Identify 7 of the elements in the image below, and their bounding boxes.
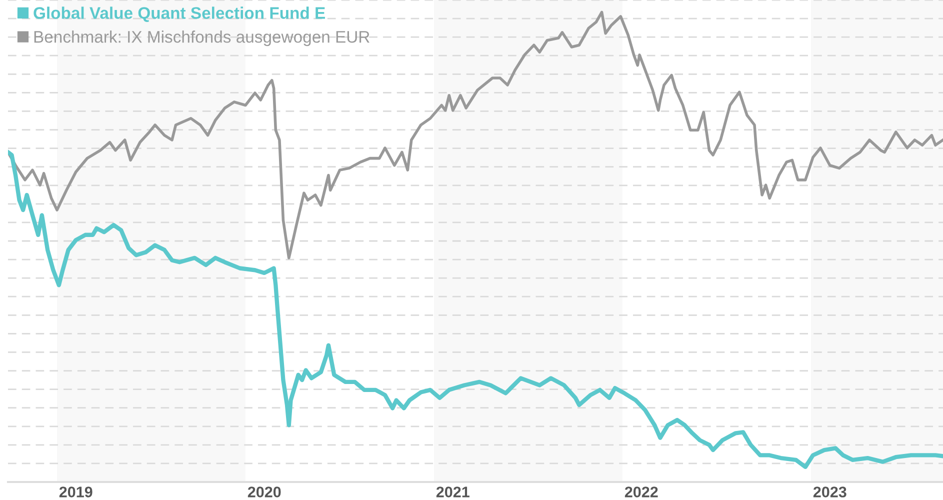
- x-tick-label: 2019: [59, 486, 92, 498]
- x-tick-label: 2021: [436, 486, 470, 498]
- x-tick-label: 2020: [248, 486, 281, 498]
- legend-label: Global Value Quant Selection Fund E: [34, 6, 325, 22]
- legend-label: Benchmark: IX Mischfonds ausgewogen EUR: [34, 30, 370, 46]
- x-tick-label: 2023: [813, 486, 846, 498]
- x-tick-label: 2022: [624, 486, 658, 498]
